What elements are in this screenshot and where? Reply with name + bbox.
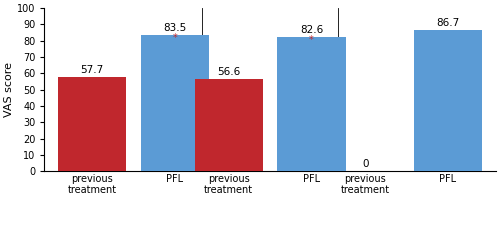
Bar [414,30,482,171]
Bar [278,37,345,171]
Text: 0: 0 [362,159,368,169]
Bar [141,35,209,171]
Text: 83.5: 83.5 [164,23,186,33]
Text: 56.6: 56.6 [217,67,240,77]
Text: 57.7: 57.7 [80,65,104,75]
Bar [194,79,263,171]
Text: *: * [172,34,178,44]
Text: 82.6: 82.6 [300,25,323,35]
Text: 86.7: 86.7 [436,18,460,28]
Y-axis label: VAS score: VAS score [4,62,14,117]
Bar [58,77,126,171]
Text: *: * [309,35,314,45]
